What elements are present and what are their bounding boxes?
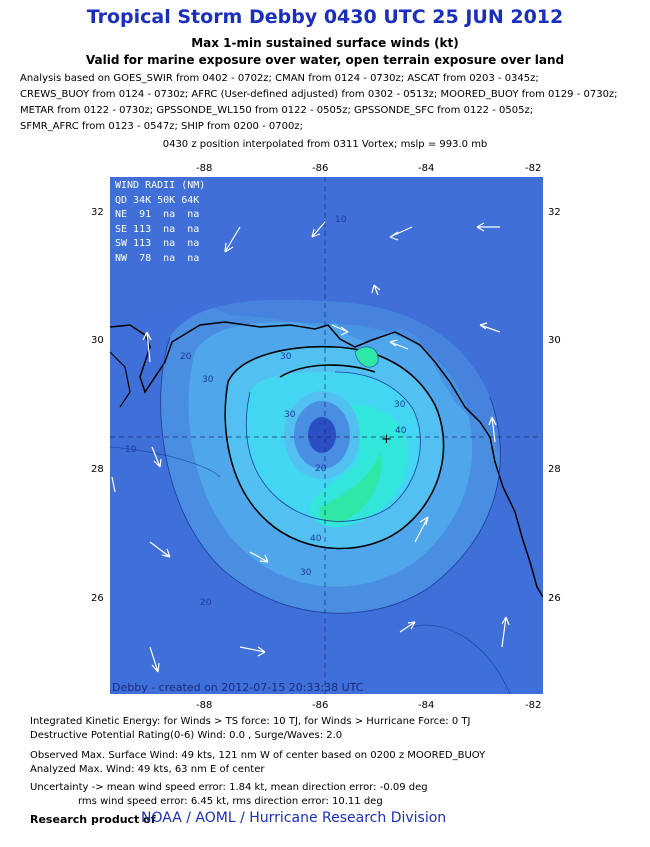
wind-analysis-map: + 10 20 30 30 30 30 20 40 40 30 20 10 <box>110 177 543 694</box>
land-area <box>110 177 543 577</box>
wind-radii-row: SW 113 na na <box>115 238 200 249</box>
analysis-line: METAR from 0122 - 0730z; GPSSONDE_WL150 … <box>20 105 534 116</box>
wind-arrow <box>224 226 241 253</box>
lat-tick-right: 30 <box>548 335 561 346</box>
wind-radii-row: NW 78 na na <box>115 252 200 264</box>
dpr-text: Destructive Potential Rating(0-6) Wind: … <box>30 730 343 741</box>
page-title: Tropical Storm Debby 0430 UTC 25 JUN 201… <box>86 6 564 28</box>
contour-label: 30 <box>202 375 214 385</box>
contour-30 <box>224 345 445 550</box>
lat-tick-left: 26 <box>91 593 104 604</box>
contour-label: 30 <box>300 568 312 578</box>
subtitle-units: Max 1-min sustained surface winds (kt) <box>191 36 459 50</box>
wind-arrow <box>389 226 413 241</box>
contour-35 <box>245 371 421 522</box>
contour-20 <box>160 336 501 614</box>
wind-vectors <box>111 221 510 673</box>
lon-tick-top: -86 <box>312 163 329 174</box>
observed-max-text: Observed Max. Surface Wind: 49 kts, 121 … <box>30 750 486 761</box>
wind-arrow <box>311 221 326 238</box>
wind-arrow <box>371 284 381 296</box>
wind-arrow <box>149 541 171 558</box>
ike-text: Integrated Kinetic Energy: for Winds > T… <box>30 716 471 727</box>
contour-20-south <box>409 624 511 694</box>
lat-tick-left: 30 <box>91 335 104 346</box>
lon-tick-bottom: -86 <box>312 700 329 711</box>
contour-label: 30 <box>284 410 296 420</box>
lat-tick-right: 28 <box>548 464 561 475</box>
lon-tick-bottom: -84 <box>418 700 435 711</box>
subtitle-validity: Valid for marine exposure over water, op… <box>85 53 565 67</box>
wind-arrow <box>111 476 116 493</box>
map-credit: Debby - created on 2012-07-15 20:33:38 U… <box>112 681 364 694</box>
analysis-line: SFMR_AFRC from 0123 - 0547z; SHIP from 0… <box>20 121 303 132</box>
contour-label: 10 <box>125 445 137 455</box>
analyzed-max-text: Analyzed Max. Wind: 49 kts, 63 nm E of c… <box>30 764 265 775</box>
contour-30-north <box>279 364 376 378</box>
wind-arrow <box>399 621 416 633</box>
wind-arrow <box>239 646 266 657</box>
noaa-aoml-link[interactable]: NOAA / AOML / Hurricane Research Divisio… <box>141 810 447 826</box>
isotach-45-region <box>319 452 382 523</box>
wind-arrow <box>476 222 500 232</box>
mississippi-delta-coast <box>110 351 131 408</box>
center-core <box>308 417 336 453</box>
rms-text: rms wind speed error: 6.45 kt, rms direc… <box>78 796 383 807</box>
wind-arrow <box>149 646 160 673</box>
analysis-line: CREWS_BUOY from 0124 - 0730z; AFRC (User… <box>20 89 618 100</box>
contour-label: 10 <box>335 215 347 225</box>
contour-10-west <box>110 446 221 478</box>
wind-arrow <box>479 322 501 333</box>
uncertainty-text: Uncertainty -> mean wind speed error: 1.… <box>30 782 428 793</box>
lon-tick-bottom: -88 <box>196 700 213 711</box>
lat-tick-left: 28 <box>91 464 104 475</box>
wind-field-svg: + 10 20 30 30 30 30 20 40 40 30 20 10 <box>110 177 543 694</box>
lon-tick-top: -84 <box>418 163 435 174</box>
contour-label: 20 <box>200 598 212 608</box>
contour-label: 30 <box>394 400 406 410</box>
contour-label: 20 <box>315 464 327 474</box>
lat-tick-right: 32 <box>548 207 561 218</box>
wind-arrow <box>389 339 409 350</box>
lat-tick-left: 32 <box>91 207 104 218</box>
wind-arrow <box>142 331 152 363</box>
contour-label: 30 <box>280 352 292 362</box>
lon-tick-top: -88 <box>196 163 213 174</box>
wind-radii-header: QD 34K 50K 64K <box>115 194 200 206</box>
analysis-line: Analysis based on GOES_SWIR from 0402 - … <box>20 73 539 84</box>
wind-arrow <box>414 516 429 543</box>
wind-arrow <box>249 551 269 563</box>
analysis-sources: Analysis based on GOES_SWIR from 0402 - … <box>20 71 640 135</box>
nearshore-maximum <box>354 346 379 368</box>
contour-label: 20 <box>180 352 192 362</box>
storm-center-marker: + <box>381 432 392 447</box>
lon-tick-bottom: -82 <box>525 700 542 711</box>
coastline <box>110 321 543 598</box>
isotach-40-region <box>309 404 409 528</box>
wind-radii-row: SE 113 na na <box>115 223 200 235</box>
wind-radii-title: WIND RADII (NM) <box>115 180 206 191</box>
position-note: 0430 z position interpolated from 0311 V… <box>162 139 488 150</box>
wind-radii-row: NE 91 na na <box>115 209 200 220</box>
wind-arrow <box>488 416 497 443</box>
contour-label: 40 <box>310 534 322 544</box>
wind-arrow <box>331 324 349 336</box>
research-prefix: Research product of <box>30 813 156 826</box>
wind-arrow <box>151 446 162 468</box>
lon-tick-top: -82 <box>525 163 542 174</box>
contour-label: 40 <box>395 426 407 436</box>
wind-arrow <box>501 616 510 648</box>
lat-tick-right: 26 <box>548 593 561 604</box>
wind-radii-legend: WIND RADII (NM) QD 34K 50K 64K NE 91 na … <box>115 179 205 266</box>
